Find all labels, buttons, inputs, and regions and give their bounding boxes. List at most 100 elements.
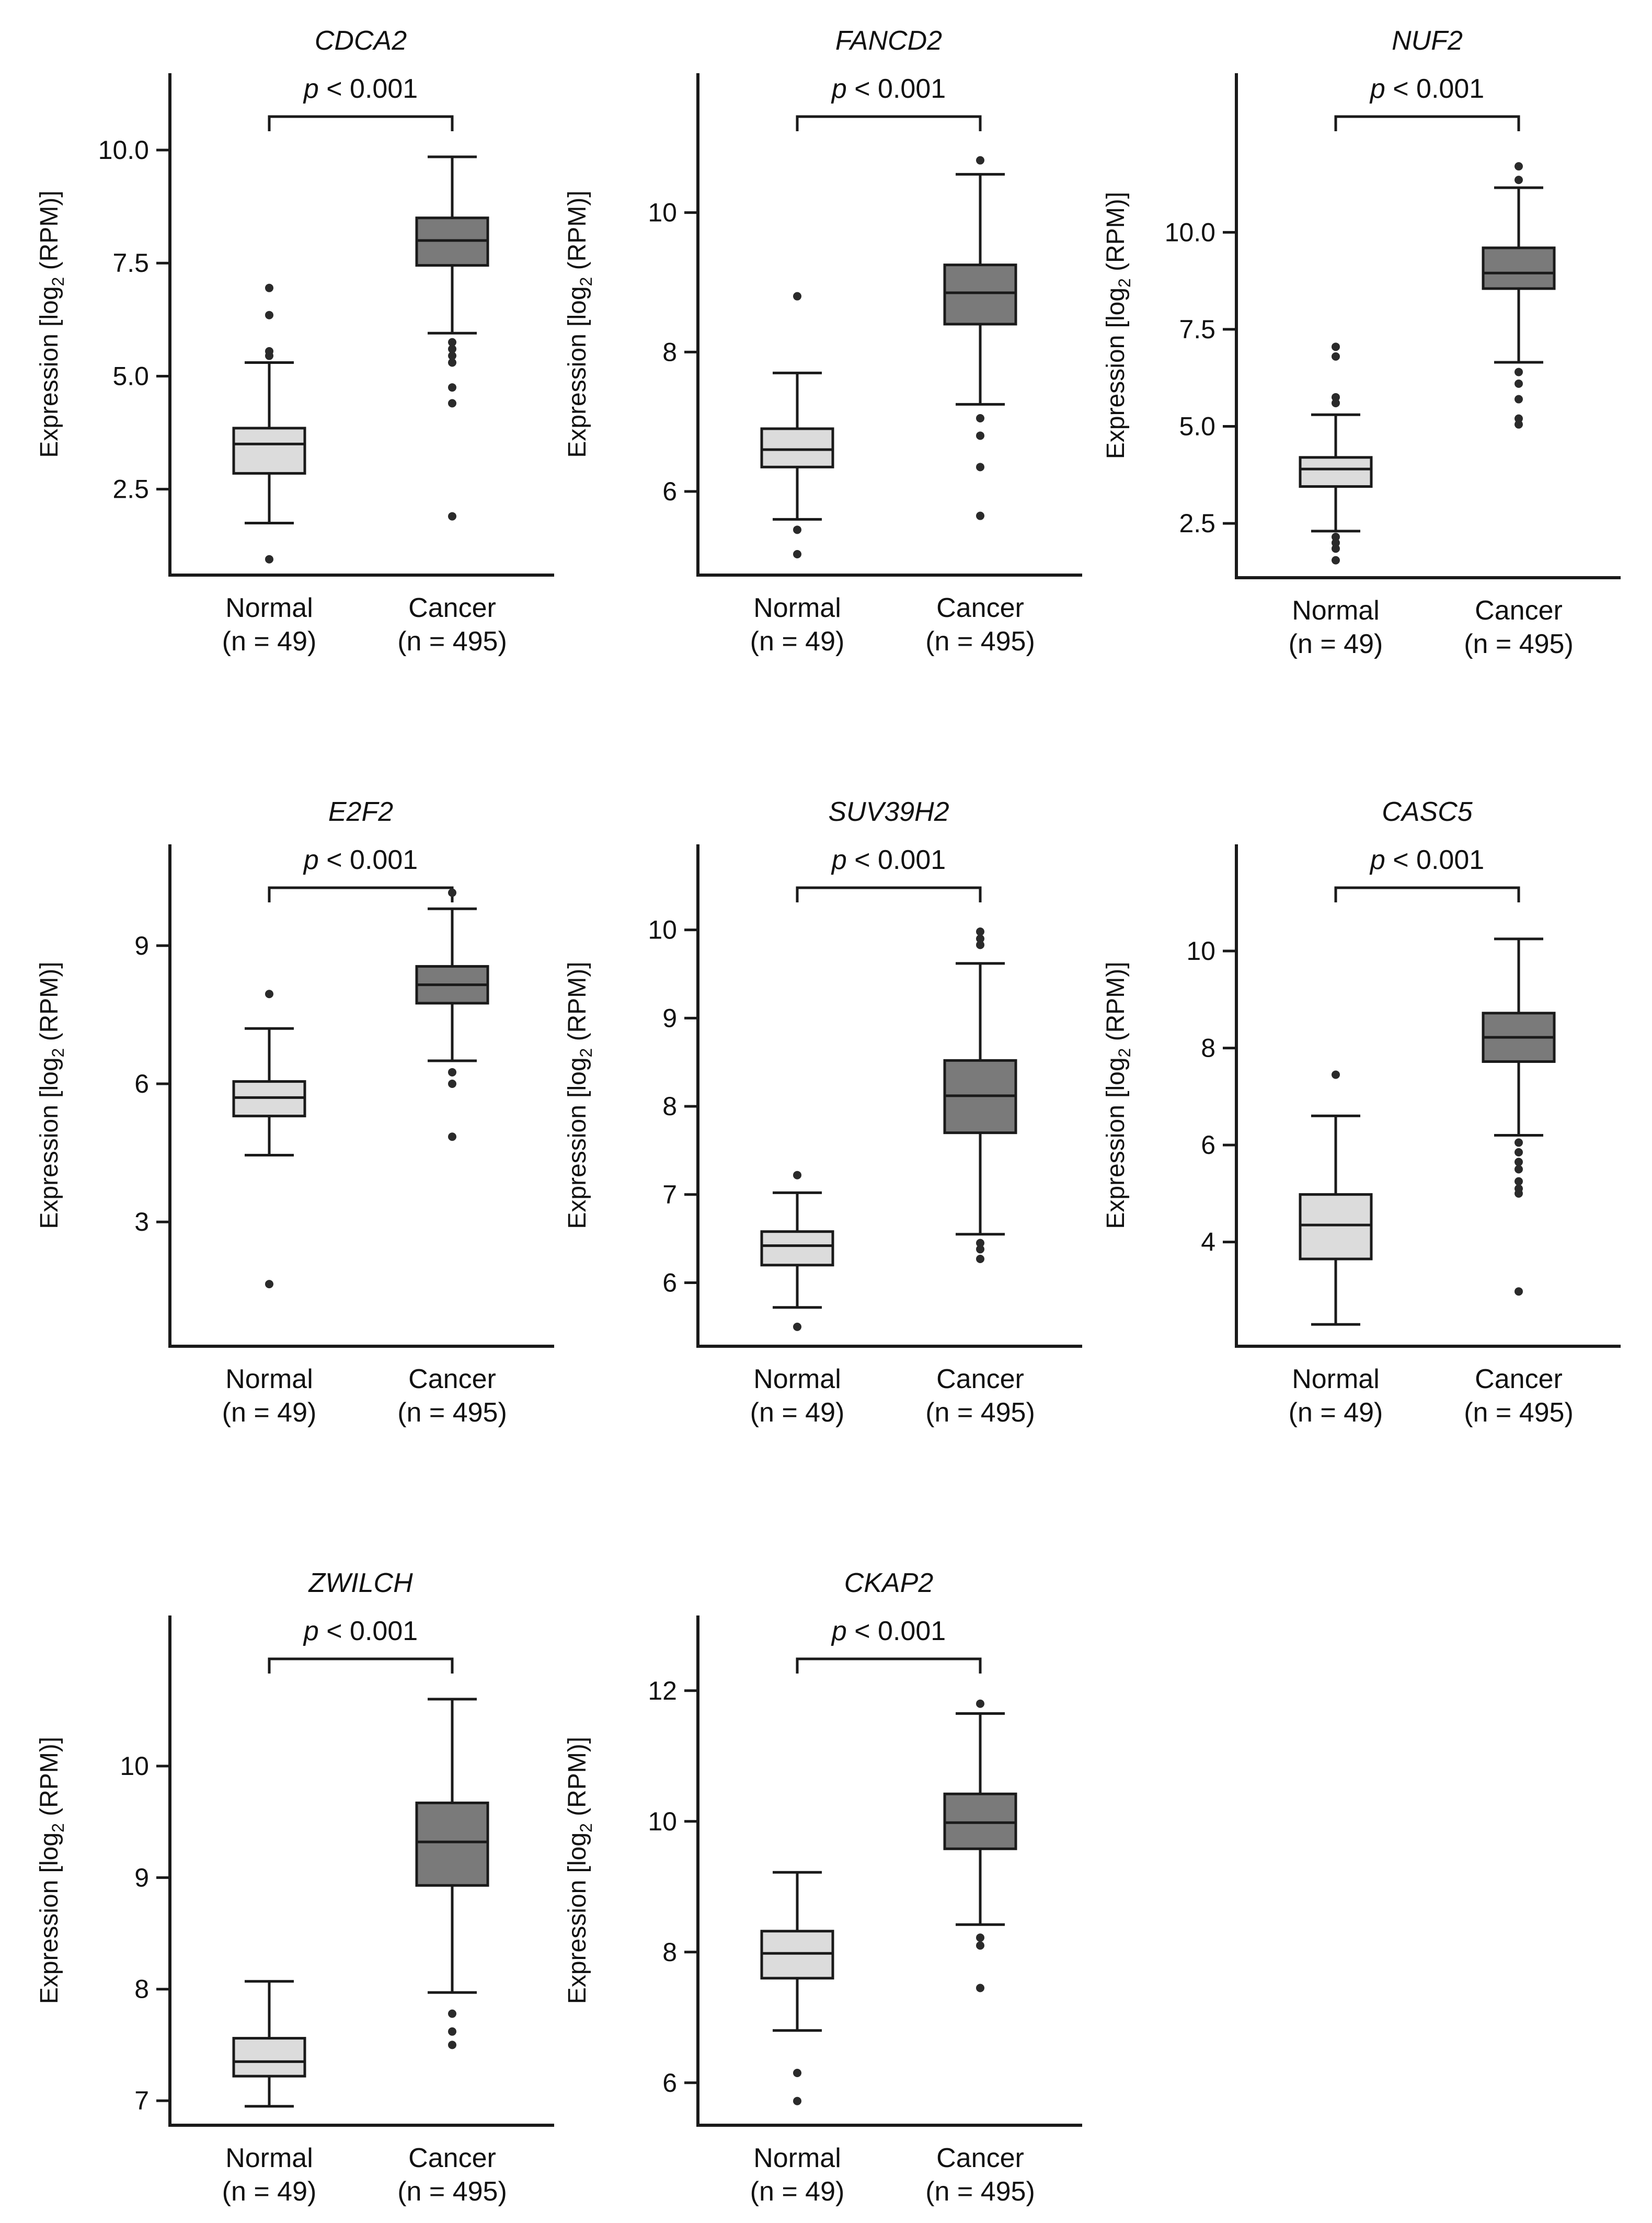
y-axis-label-subscript: 2 xyxy=(1115,1048,1134,1058)
significance-bracket xyxy=(268,886,454,902)
outlier-point-normal xyxy=(1332,533,1340,542)
outlier-point-cancer xyxy=(1515,420,1523,429)
y-tick-label: 8 xyxy=(662,1092,677,1121)
outlier-point-cancer xyxy=(1515,414,1523,423)
category-count-cancer: (n = 495) xyxy=(397,1397,507,1428)
category-count-cancer: (n = 495) xyxy=(925,1397,1035,1428)
outlier-point-normal xyxy=(265,347,273,356)
y-tick-label: 6 xyxy=(662,1268,677,1298)
outlier-point-cancer xyxy=(448,888,456,897)
p-value-label: p < 0.001 xyxy=(831,1616,946,1646)
y-axis-label: Expression [log2 (RPM)] xyxy=(564,1737,595,2004)
p-value-italic: p xyxy=(303,845,319,875)
category-label-normal: Normal xyxy=(753,2143,841,2173)
chart-title: SUV39H2 xyxy=(828,797,949,827)
category-label-cancer: Cancer xyxy=(936,1364,1024,1394)
outlier-point-normal xyxy=(1332,393,1340,402)
p-value-label: p < 0.001 xyxy=(831,845,946,875)
y-tick-label: 8 xyxy=(1201,1034,1215,1063)
panel-e2f2: 3 6 9 Expression [log2 (RPM)] E2F2 p < 0.001 N… xyxy=(36,797,554,1428)
chart-title: CDCA2 xyxy=(315,26,407,56)
box-cancer xyxy=(943,263,1017,326)
y-axis-label-subscript: 2 xyxy=(49,1048,67,1058)
outlier-point-cancer xyxy=(976,1699,984,1708)
outlier-point-cancer xyxy=(1515,1189,1523,1198)
p-value-label: p < 0.001 xyxy=(303,845,418,875)
y-axis-label-main: Expression [log xyxy=(1102,1057,1130,1229)
significance-bracket xyxy=(1334,886,1520,902)
y-axis-label-tail: (RPM)] xyxy=(564,961,591,1048)
outlier-point-cancer xyxy=(1515,395,1523,404)
outlier-point-cancer xyxy=(976,934,984,943)
category-label-cancer: Cancer xyxy=(408,2143,496,2173)
y-axis-label-main: Expression [log xyxy=(36,286,63,457)
category-label-normal: Normal xyxy=(1292,595,1380,626)
outlier-point-normal xyxy=(265,990,273,999)
y-axis-label-tail: (RPM)] xyxy=(1102,192,1130,278)
outlier-point-cancer xyxy=(1515,1158,1523,1166)
outlier-point-cancer xyxy=(448,1132,456,1141)
significance-bracket xyxy=(796,115,982,131)
panel-ckap2: 6 8 10 12 Expression [log2 (RPM)] CKAP2 p < 0.… xyxy=(564,1568,1082,2207)
y-tick-label: 10 xyxy=(648,1807,677,1836)
outlier-point-cancer xyxy=(976,511,984,520)
box-normal xyxy=(1299,1193,1373,1261)
outlier-point-normal xyxy=(265,283,273,292)
p-value-rest: < 0.001 xyxy=(1385,74,1484,104)
outlier-point-cancer xyxy=(448,338,456,347)
outlier-point-cancer xyxy=(976,1984,984,1992)
p-value-italic: p xyxy=(303,74,319,104)
outlier-point-cancer xyxy=(1515,368,1523,376)
p-value-label: p < 0.001 xyxy=(831,74,946,104)
significance-bracket xyxy=(1334,115,1520,131)
significance-bracket xyxy=(268,115,454,131)
box-normal xyxy=(760,427,834,468)
outlier-point-normal xyxy=(793,525,801,534)
y-tick-label: 9 xyxy=(662,1003,677,1033)
y-tick-label: 2.5 xyxy=(112,475,149,504)
outlier-point-cancer xyxy=(976,463,984,472)
chart-title: NUF2 xyxy=(1392,26,1463,56)
y-tick-label: 10.0 xyxy=(98,135,149,165)
outlier-point-cancer xyxy=(1515,379,1523,388)
y-tick-label: 10 xyxy=(120,1751,149,1781)
p-value-rest: < 0.001 xyxy=(847,74,946,104)
box-normal xyxy=(232,427,306,475)
p-value-italic: p xyxy=(1369,74,1385,104)
y-axis-label-subscript: 2 xyxy=(49,277,67,287)
outlier-point-normal xyxy=(793,2096,801,2105)
p-value-italic: p xyxy=(1369,845,1385,875)
y-axis-label-main: Expression [log xyxy=(36,1057,63,1229)
outlier-point-cancer xyxy=(1515,176,1523,185)
y-tick-label: 3 xyxy=(134,1207,149,1236)
outlier-point-normal xyxy=(265,555,273,564)
category-label-normal: Normal xyxy=(753,593,841,623)
y-axis-label-subscript: 2 xyxy=(577,277,595,287)
outlier-point-cancer xyxy=(448,345,456,353)
box-normal xyxy=(1299,456,1373,488)
panel-suv39h2: 6 7 8 9 10 Expression [log2 (RPM)] SUV39H2 p < … xyxy=(564,797,1082,1428)
p-value-italic: p xyxy=(831,1616,847,1646)
category-count-normal: (n = 49) xyxy=(222,626,317,657)
outlier-point-cancer xyxy=(976,1245,984,1254)
chart-title: CKAP2 xyxy=(844,1568,934,1598)
box-normal xyxy=(760,1230,834,1267)
category-count-normal: (n = 49) xyxy=(750,626,845,657)
p-value-rest: < 0.001 xyxy=(847,845,946,875)
category-label-normal: Normal xyxy=(225,593,313,623)
y-axis-label-main: Expression [log xyxy=(36,1832,63,2004)
y-tick-label: 2.5 xyxy=(1179,509,1215,538)
p-value-italic: p xyxy=(303,1616,319,1646)
y-axis-label-tail: (RPM)] xyxy=(36,961,63,1048)
outlier-point-cancer xyxy=(1515,162,1523,171)
category-count-normal: (n = 49) xyxy=(750,1397,845,1428)
p-value-rest: < 0.001 xyxy=(319,74,418,104)
category-count-cancer: (n = 495) xyxy=(397,626,507,657)
category-label-cancer: Cancer xyxy=(1475,1364,1563,1394)
p-value-label: p < 0.001 xyxy=(303,74,418,104)
y-axis-label-subscript: 2 xyxy=(577,1823,595,1832)
y-tick-label: 12 xyxy=(648,1676,677,1705)
outlier-point-cancer xyxy=(976,414,984,422)
y-axis-label-main: Expression [log xyxy=(564,1057,591,1229)
